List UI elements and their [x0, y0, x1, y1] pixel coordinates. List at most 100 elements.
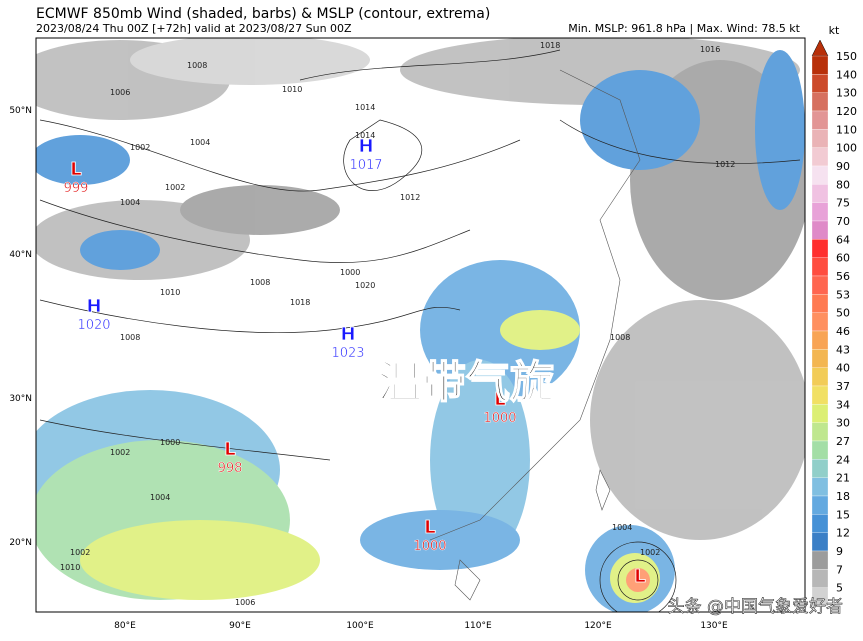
colorbar-swatch [811, 275, 829, 295]
colorbar-swatch [811, 129, 829, 148]
center-type: L [634, 566, 645, 587]
contour-label: 1008 [610, 333, 630, 342]
colorbar-label: 21 [836, 472, 850, 485]
contour-label: 1002 [640, 548, 660, 557]
lon-label: 80°E [114, 621, 136, 631]
contour-label: 1008 [120, 333, 140, 342]
subtitle: 2023/08/24 Thu 00Z [+72h] valid at 2023/… [36, 22, 352, 35]
lat-label: 50°N [9, 106, 32, 116]
lon-label: 130°E [700, 621, 728, 631]
lon-label: 120°E [584, 621, 612, 631]
watermark: 头条 @中国气象爱好者 [668, 597, 843, 617]
contour-label: 1006 [110, 88, 130, 97]
colorbar-swatch [811, 55, 829, 75]
colorbar-swatch [811, 330, 829, 350]
contour-label: 1006 [235, 598, 255, 607]
colorbar-swatch [811, 184, 829, 203]
coastlines [429, 69, 641, 601]
center-type: H [340, 324, 355, 345]
contour-label: 1012 [715, 160, 735, 169]
contour-label: 1014 [355, 131, 375, 140]
colorbar-swatch [811, 312, 829, 332]
colorbar-swatch [811, 239, 829, 258]
colorbar-swatch [811, 569, 829, 588]
contour-label: 1004 [120, 198, 140, 207]
axis-labels: 50°N 40°N 30°N 20°N 80°E 90°E 100°E 110°E 120°E 1… [9, 106, 728, 631]
lon-label: 90°E [229, 621, 251, 631]
contour-label: 1018 [540, 41, 560, 50]
colorbar-label: 70 [836, 215, 850, 228]
center-type: L [494, 389, 505, 410]
colorbar-swatch [811, 495, 829, 515]
contour-label: 1010 [160, 288, 180, 297]
colorbar-label: 90 [836, 160, 850, 173]
colorbar-label: 34 [836, 398, 850, 411]
colorbar-label: 110 [836, 123, 857, 136]
colorbar-swatch [811, 385, 829, 405]
colorbar-label: 50 [836, 307, 850, 320]
center-type: L [424, 517, 435, 538]
contour-label: 1018 [290, 298, 310, 307]
colorbar-label: 18 [836, 490, 850, 503]
center-type: H [358, 136, 373, 157]
colorbar-swatch [811, 587, 829, 607]
colorbar-swatch [811, 110, 829, 130]
colorbar-label: 46 [836, 325, 850, 338]
colorbar-label: 120 [836, 105, 857, 118]
contour-label: 1000 [340, 268, 360, 277]
colorbar-label: 40 [836, 362, 850, 375]
center-value: 1017 [349, 158, 382, 173]
title: ECMWF 850mb Wind (shaded, barbs) & MSLP … [36, 6, 490, 22]
contour-label: 1002 [110, 448, 130, 457]
colorbar-label: 27 [836, 435, 850, 448]
contour-label: 1010 [60, 563, 80, 572]
contour-label: 1008 [250, 278, 270, 287]
colorbar-label: 12 [836, 527, 850, 540]
overlay-text: 温带气旋 [378, 357, 554, 408]
lat-label: 20°N [9, 538, 32, 548]
isobars [39, 49, 801, 612]
center-value: 1000 [483, 411, 516, 426]
contour-label: 1004 [190, 138, 210, 147]
colorbar-label: 75 [836, 197, 850, 210]
center-value: 1023 [331, 346, 364, 361]
contour-label: 1002 [165, 183, 185, 192]
colorbar-label: 100 [836, 142, 857, 155]
contour-label: 1020 [355, 281, 375, 290]
contour-label: 1004 [612, 523, 632, 532]
contour-label: 1010 [282, 85, 302, 94]
lon-label: 110°E [464, 621, 492, 631]
colorbar-swatch [811, 349, 829, 368]
contour-label: 1014 [355, 103, 375, 112]
colorbar-label: 7 [836, 563, 843, 576]
contour-label: 1002 [130, 143, 150, 152]
colorbar-swatch [811, 550, 829, 570]
center-type: L [70, 159, 81, 180]
center-value: 1020 [77, 318, 110, 333]
colorbar-label: 37 [836, 380, 850, 393]
colorbar-swatch [811, 202, 829, 222]
colorbar-swatch [811, 165, 829, 185]
colorbar-swatch [811, 74, 829, 93]
contour-labels: 1008 1006 1010 1014 1014 1018 1016 1012 1012 1002… [60, 41, 735, 607]
colorbar-swatch [811, 404, 829, 423]
colorbar-label: 24 [836, 453, 850, 466]
contour-label: 1016 [700, 45, 720, 54]
colorbar-label: 15 [836, 508, 850, 521]
colorbar-label: 5 [836, 582, 843, 595]
colorbar-unit: kt [829, 24, 840, 37]
colorbar-label: 80 [836, 178, 850, 191]
colorbar-swatch [811, 220, 829, 240]
colorbar-label: 64 [836, 233, 850, 246]
center-value: 998 [218, 461, 243, 476]
colorbar-swatch [811, 514, 829, 533]
colorbar-swatch [811, 459, 829, 478]
contour-label: 1002 [70, 548, 90, 557]
colorbar-label: 140 [836, 68, 857, 81]
center-value: 999 [64, 181, 89, 196]
colorbar-label: 60 [836, 252, 850, 265]
colorbar-swatch [811, 147, 829, 167]
